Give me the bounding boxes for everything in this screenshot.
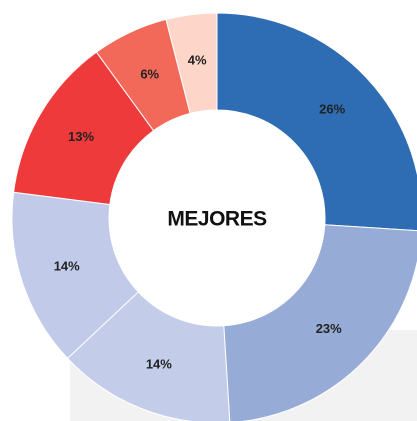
slice <box>223 224 417 421</box>
slice-label: 13% <box>68 129 94 144</box>
slice <box>11 191 139 360</box>
slice <box>216 12 417 232</box>
donut <box>11 12 417 421</box>
slice <box>66 291 231 421</box>
slice-label: 6% <box>140 66 159 81</box>
slice-label: 14% <box>146 356 172 371</box>
slice-label: 23% <box>316 321 342 336</box>
slice-label: 26% <box>319 101 345 116</box>
slice-label: 14% <box>54 258 80 273</box>
chart-title: MEJORES <box>167 208 267 231</box>
slice-label: 4% <box>188 53 207 68</box>
slice <box>165 12 218 115</box>
